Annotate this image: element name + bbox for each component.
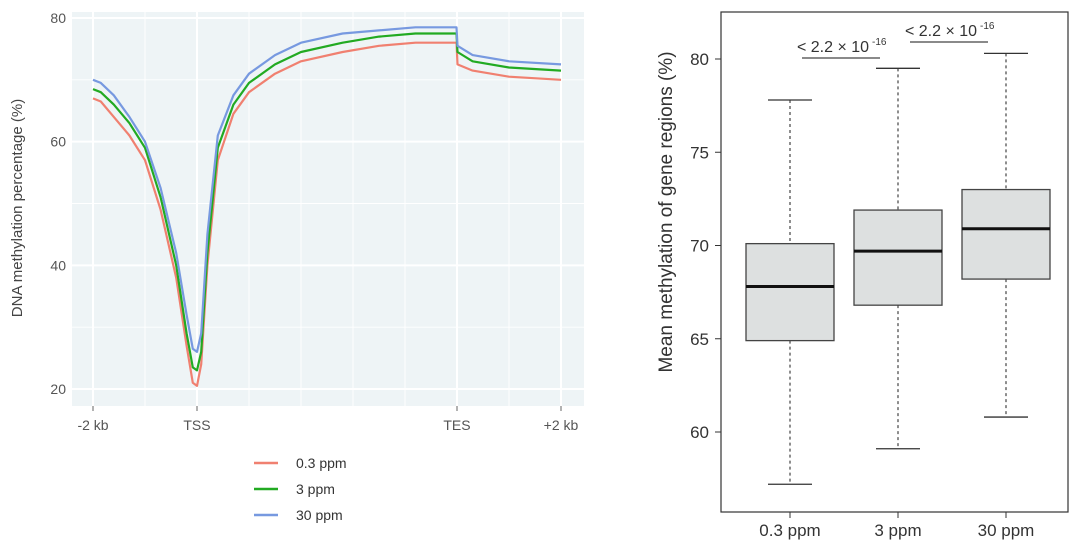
line-chart-panel: 20 40 60 80 -2 kb TSS TES +2 kb DNA methylatio…	[9, 10, 584, 523]
y-axis-ticks: 20 40 60 80	[50, 10, 66, 397]
y-tick-label: 80	[690, 50, 709, 69]
series-line-30-ppm	[92, 26, 562, 353]
series-lines	[92, 26, 562, 387]
legend: 0.3 ppm 3 ppm 30 ppm	[254, 455, 347, 523]
y-tick-label: 40	[50, 257, 66, 273]
interquartile-box	[853, 209, 943, 306]
y-tick-label: 60	[690, 423, 709, 442]
x-tick-label: -2 kb	[77, 417, 108, 433]
grid-lines	[72, 12, 584, 406]
y-tick-label: 60	[50, 134, 66, 150]
y-tick-label: 65	[690, 330, 709, 349]
p-value-exponent: -16	[980, 21, 995, 32]
x-tick-label: 0.3 ppm	[759, 521, 820, 540]
plot-frame	[720, 11, 1069, 513]
p-value-exponent: -16	[872, 37, 887, 48]
box-plot-panel: 60 65 70 75 80 0.3 ppm 3 ppm 30 ppm < 2.2 × 10…	[656, 11, 1069, 540]
interquartile-box	[961, 188, 1051, 280]
significance-annotations: < 2.2 × 10 -16< 2.2 × 10 -16	[797, 21, 995, 59]
interquartile-box	[745, 242, 835, 342]
x-tick-label: 30 ppm	[978, 521, 1035, 540]
y-tick-label: 70	[690, 237, 709, 256]
p-value-text: < 2.2 × 10	[905, 23, 977, 40]
box-30-ppm	[961, 52, 1051, 418]
legend-label: 0.3 ppm	[296, 455, 347, 471]
boxes	[745, 52, 1051, 485]
legend-label: 30 ppm	[296, 507, 343, 523]
x-tick-label: 3 ppm	[874, 521, 921, 540]
x-tick-label: +2 kb	[544, 417, 579, 433]
y-axis-label: Mean methylation of gene regions (%)	[656, 51, 677, 372]
x-axis-ticks: 0.3 ppm 3 ppm 30 ppm	[759, 512, 1034, 540]
y-axis-ticks: 60 65 70 75 80	[690, 50, 721, 442]
y-tick-label: 20	[50, 381, 66, 397]
x-tick-label: TES	[443, 417, 470, 433]
p-value-text: < 2.2 × 10	[797, 39, 869, 56]
p-value-annotation: < 2.2 × 10 -16	[905, 21, 995, 43]
y-tick-label: 75	[690, 143, 709, 162]
plot-background	[72, 12, 584, 406]
y-axis-label: DNA methylation percentage (%)	[9, 99, 26, 317]
legend-label: 3 ppm	[296, 481, 335, 497]
x-axis-ticks: -2 kb TSS TES +2 kb	[77, 406, 579, 433]
y-tick-label: 80	[50, 10, 66, 26]
box-0-3-ppm	[745, 99, 835, 485]
x-tick-label: TSS	[183, 417, 210, 433]
box-3-ppm	[853, 67, 943, 450]
p-value-annotation: < 2.2 × 10 -16	[797, 37, 887, 59]
